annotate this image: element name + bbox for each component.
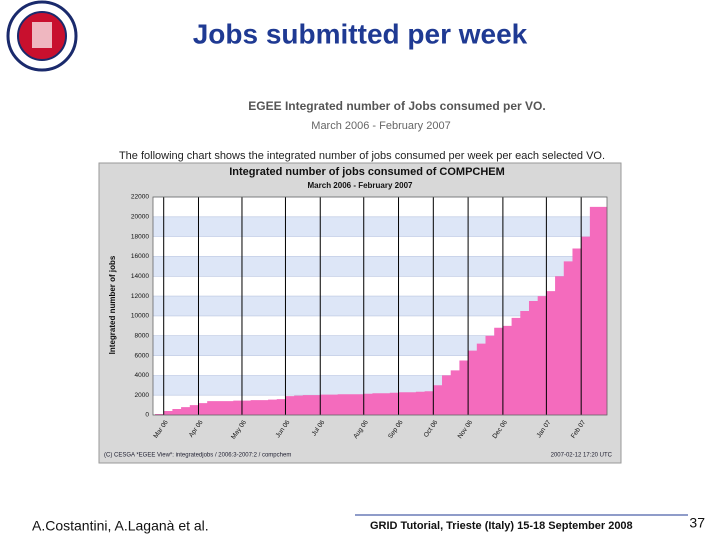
- y-axis-label: Integrated number of jobs: [108, 255, 117, 354]
- y-tick-label: 12000: [131, 293, 149, 300]
- y-tick-label: 10000: [131, 313, 149, 320]
- intro: The following chart shows the integrated…: [119, 150, 605, 162]
- header: EGEE Integrated number of Jobs consumed …: [248, 99, 545, 113]
- y-tick-label: 8000: [135, 332, 150, 339]
- y-tick-label: 0: [145, 412, 149, 419]
- period: March 2006 - February 2007: [311, 120, 450, 132]
- area: [155, 206, 608, 415]
- event: GRID Tutorial, Trieste (Italy) 15-18 Sep…: [370, 520, 633, 532]
- y-tick-label: 6000: [135, 352, 150, 359]
- grid-band: [153, 256, 607, 277]
- grid-band: [153, 216, 607, 237]
- y-tick-label: 22000: [131, 194, 149, 201]
- chart-subtitle: March 2006 - February 2007: [308, 181, 413, 190]
- logo: [6, 0, 78, 72]
- plot-border: [152, 196, 608, 416]
- chart-footer-right: 2007-02-12 17:20 UTC: [551, 453, 613, 459]
- y-tick-label: 20000: [131, 214, 149, 221]
- y-tick-label: 2000: [135, 392, 150, 399]
- slide-title: Jobs submitted per week: [193, 18, 528, 49]
- chart-title: Integrated number of jobs consumed of CO…: [229, 166, 505, 178]
- plot: 0 2000 4000 6000 8000 10000 12000 14000 16000 180…: [131, 194, 608, 441]
- y-tick-label: 18000: [131, 233, 149, 240]
- y-tick-label: 14000: [131, 273, 149, 280]
- authors: A.Costantini, A.Laganà et al.: [32, 518, 209, 534]
- grid-band: [153, 296, 607, 316]
- y-tick-label: 16000: [131, 253, 149, 260]
- y-tick-label: 4000: [135, 372, 150, 379]
- page-number: 37: [689, 515, 705, 531]
- chart-footer-left: (C) CESGA *EGEE View*: integratedjobs / …: [104, 453, 291, 459]
